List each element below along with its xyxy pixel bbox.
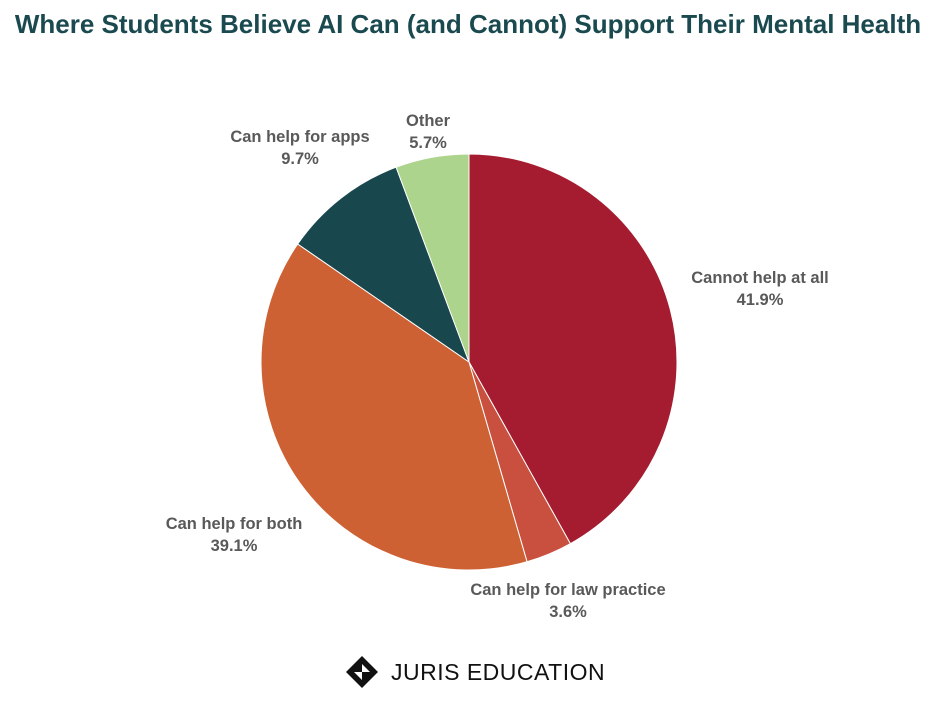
slice-value-label: 41.9% — [737, 291, 784, 309]
slice-value-label: 9.7% — [281, 150, 319, 168]
chart-title: Where Students Believe AI Can (and Canno… — [14, 9, 922, 39]
pie-slice-cannot-help-at-all — [468, 153, 678, 545]
juris-logo-icon — [346, 656, 378, 688]
slice-value-label: 39.1% — [211, 537, 258, 555]
pie-chart: Cannot help at all 41.9% Can help for law … — [166, 112, 829, 621]
pie-slices — [260, 153, 678, 571]
slice-value-label: 3.6% — [549, 603, 587, 621]
slice-label: Cannot help at all — [691, 269, 829, 287]
brand-name: JURIS EDUCATION — [391, 658, 606, 685]
slice-label: Can help for both — [166, 515, 303, 533]
pie-slice-other — [395, 153, 470, 363]
pie-slice-can-help-for-apps — [297, 166, 471, 364]
slice-label: Can help for law practice — [470, 581, 665, 599]
pie-labels: Cannot help at all 41.9% Can help for law … — [166, 112, 829, 621]
pie-slice-can-help-for-both — [260, 243, 528, 571]
slice-label: Other — [406, 112, 451, 130]
slice-label: Can help for apps — [230, 128, 369, 146]
slice-value-label: 5.7% — [409, 134, 447, 152]
footer-brand: JURIS EDUCATION — [345, 654, 605, 690]
